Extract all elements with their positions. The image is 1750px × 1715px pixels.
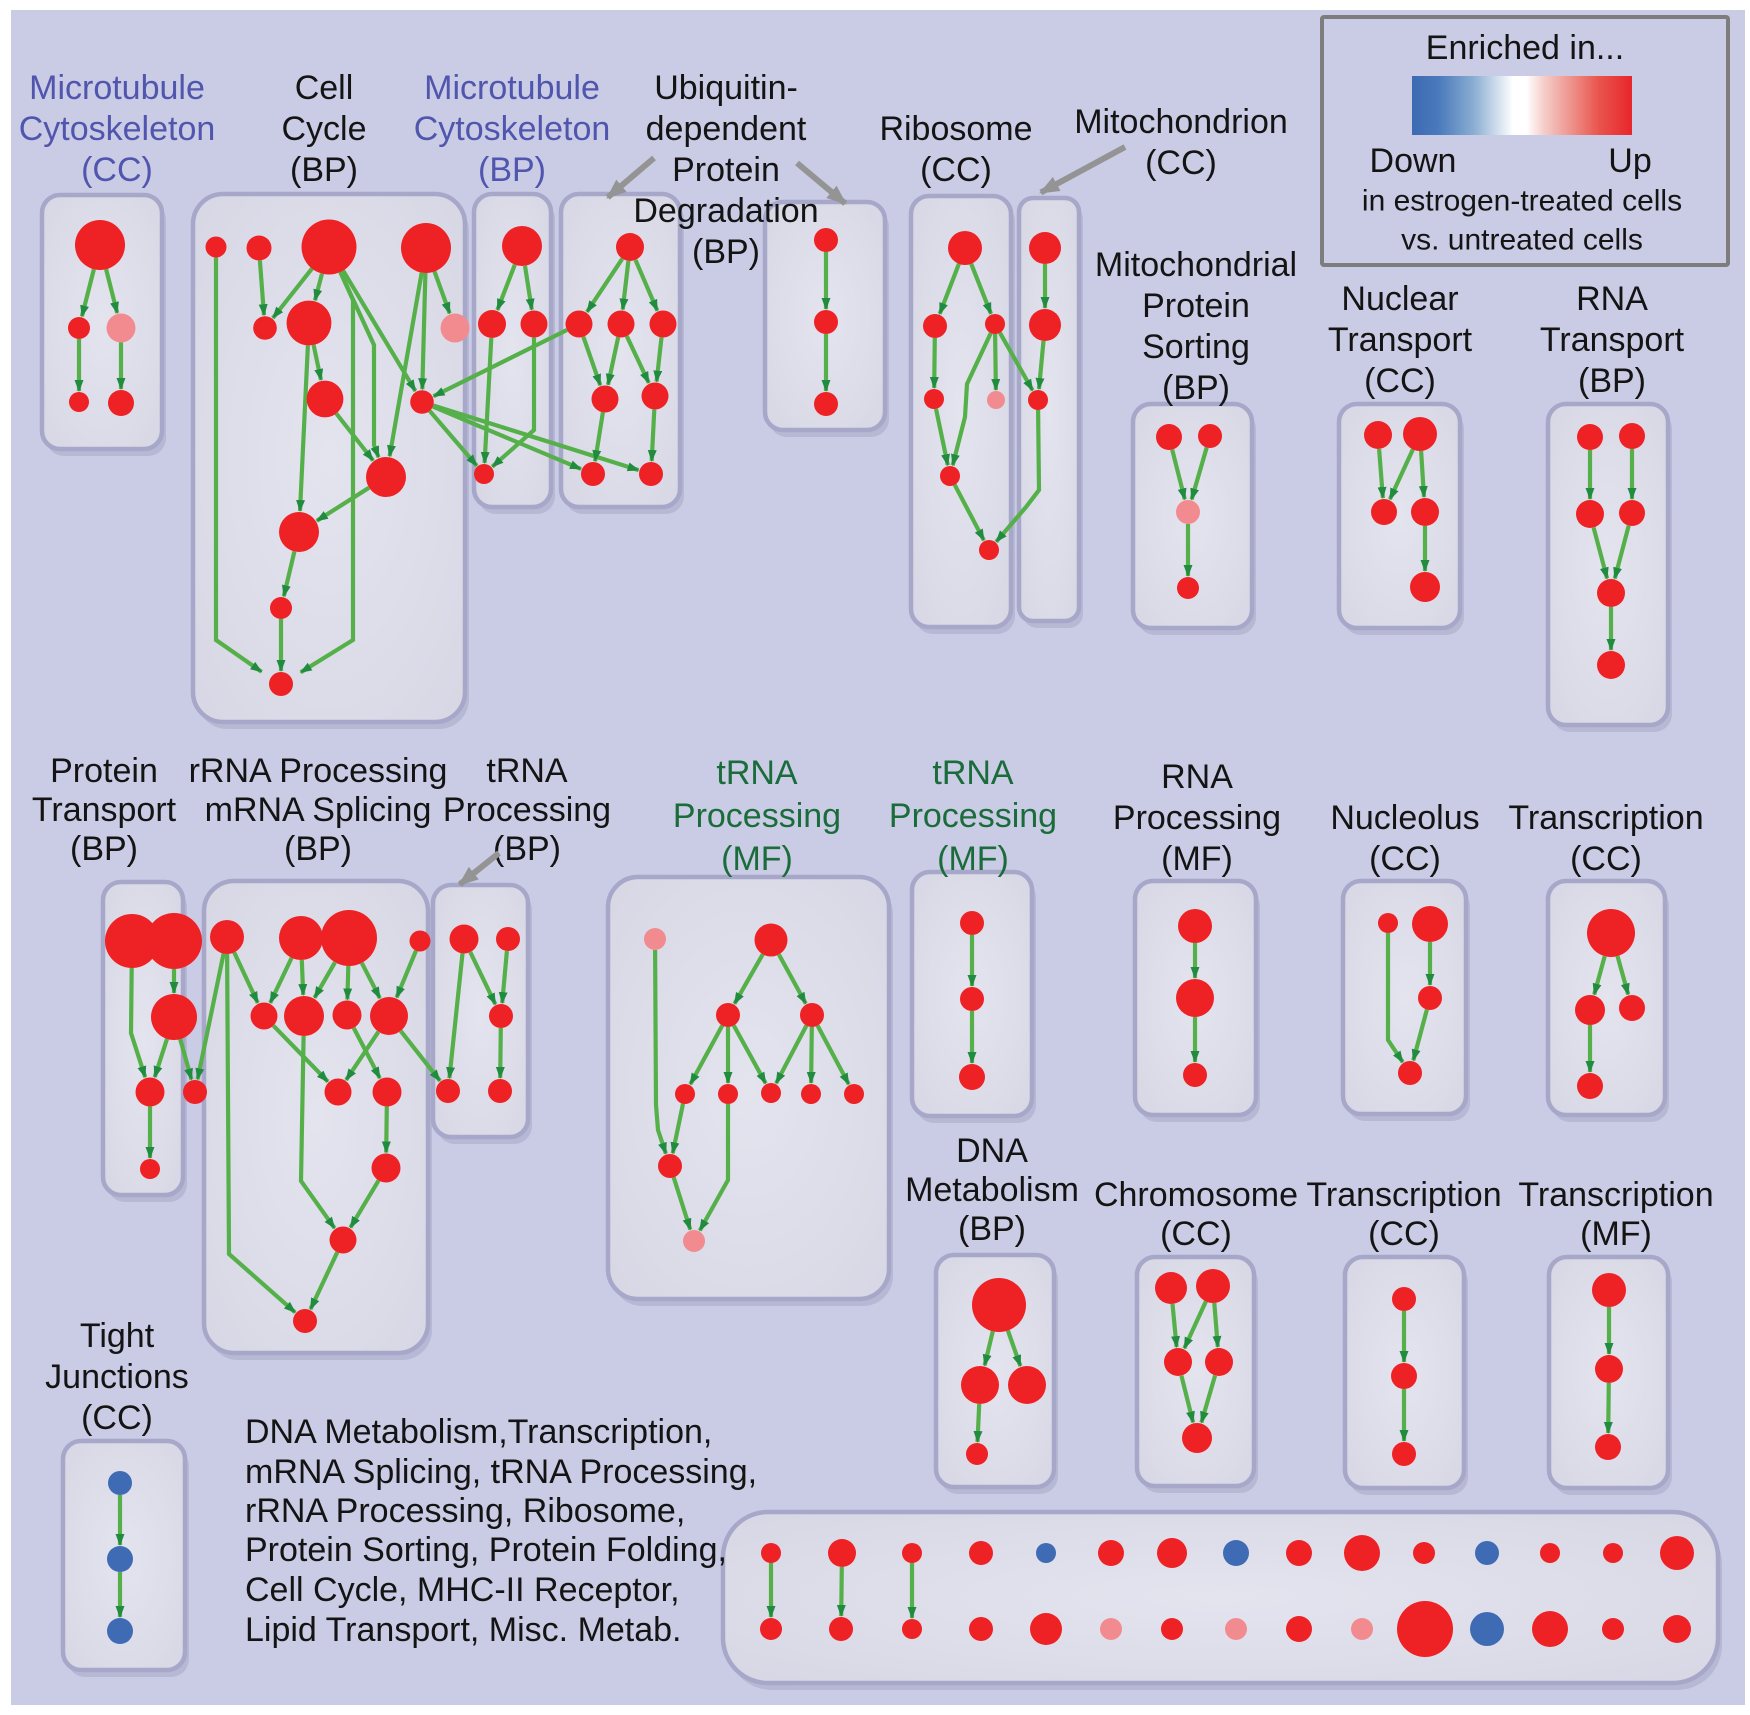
svg-text:Nuclear: Nuclear — [1341, 280, 1458, 318]
svg-text:Microtubule: Microtubule — [424, 69, 600, 107]
svg-text:Cycle: Cycle — [281, 110, 366, 148]
svg-text:Ribosome: Ribosome — [879, 110, 1032, 148]
svg-text:(MF): (MF) — [937, 840, 1009, 878]
svg-text:Processing: Processing — [673, 797, 841, 835]
svg-text:vs. untreated cells: vs. untreated cells — [1401, 224, 1643, 257]
svg-text:Cell Cycle, MHC-II Receptor,: Cell Cycle, MHC-II Receptor, — [245, 1571, 680, 1609]
svg-text:Protein: Protein — [50, 752, 158, 790]
svg-text:(CC): (CC) — [1368, 1215, 1440, 1253]
svg-text:Transport: Transport — [1540, 321, 1685, 359]
svg-text:(BP): (BP) — [958, 1210, 1026, 1248]
svg-text:Degradation: Degradation — [633, 192, 818, 230]
svg-text:Protein: Protein — [1142, 287, 1250, 325]
svg-text:(CC): (CC) — [1364, 362, 1436, 400]
svg-text:Processing: Processing — [889, 797, 1057, 835]
svg-text:(CC): (CC) — [81, 151, 153, 189]
svg-text:Cell: Cell — [295, 69, 354, 107]
svg-text:Cytoskeleton: Cytoskeleton — [19, 110, 216, 148]
svg-text:(BP): (BP) — [1578, 362, 1646, 400]
svg-text:DNA Metabolism,Transcription,: DNA Metabolism,Transcription, — [245, 1413, 712, 1451]
svg-text:Nucleolus: Nucleolus — [1330, 799, 1479, 837]
svg-text:Lipid Transport, Misc. Metab.: Lipid Transport, Misc. Metab. — [245, 1611, 682, 1649]
svg-text:Metabolism: Metabolism — [905, 1171, 1079, 1209]
svg-text:tRNA: tRNA — [486, 752, 568, 790]
svg-text:(CC): (CC) — [920, 151, 992, 189]
svg-text:(MF): (MF) — [721, 840, 793, 878]
svg-text:Protein Sorting, Protein Foldi: Protein Sorting, Protein Folding, — [245, 1531, 727, 1569]
svg-text:tRNA: tRNA — [716, 754, 798, 792]
svg-text:dependent: dependent — [646, 110, 807, 148]
svg-text:Chromosome: Chromosome — [1094, 1176, 1298, 1214]
svg-text:RNA: RNA — [1576, 280, 1648, 318]
svg-text:(CC): (CC) — [1570, 840, 1642, 878]
svg-text:(MF): (MF) — [1580, 1215, 1652, 1253]
svg-text:Transport: Transport — [32, 791, 177, 829]
svg-text:Processing: Processing — [1113, 799, 1281, 837]
svg-text:(CC): (CC) — [1369, 840, 1441, 878]
svg-text:(CC): (CC) — [81, 1399, 153, 1437]
svg-text:(MF): (MF) — [1161, 840, 1233, 878]
svg-text:(CC): (CC) — [1145, 144, 1217, 182]
svg-text:(BP): (BP) — [1162, 369, 1230, 407]
svg-text:(BP): (BP) — [290, 151, 358, 189]
svg-text:(BP): (BP) — [478, 151, 546, 189]
svg-text:Protein: Protein — [672, 151, 780, 189]
svg-text:in estrogen-treated cells: in estrogen-treated cells — [1362, 185, 1682, 218]
svg-text:Enriched in...: Enriched in... — [1426, 29, 1624, 67]
svg-text:(BP): (BP) — [692, 233, 760, 271]
svg-text:Processing: Processing — [443, 791, 611, 829]
svg-text:Up: Up — [1608, 142, 1651, 180]
svg-text:(CC): (CC) — [1160, 1215, 1232, 1253]
svg-text:(BP): (BP) — [70, 830, 138, 868]
svg-text:Mitochondrial: Mitochondrial — [1095, 246, 1297, 284]
svg-text:(BP): (BP) — [493, 830, 561, 868]
svg-text:Cytoskeleton: Cytoskeleton — [414, 110, 611, 148]
svg-text:Tight: Tight — [80, 1317, 155, 1355]
svg-text:rRNA Processing: rRNA Processing — [189, 752, 448, 790]
svg-text:Down: Down — [1370, 142, 1457, 180]
svg-text:Mitochondrion: Mitochondrion — [1074, 103, 1288, 141]
svg-text:Junctions: Junctions — [45, 1358, 189, 1396]
svg-text:Transcription: Transcription — [1508, 799, 1703, 837]
svg-text:tRNA: tRNA — [932, 754, 1014, 792]
svg-text:Ubiquitin-: Ubiquitin- — [654, 69, 798, 107]
svg-text:mRNA Splicing, tRNA Processing: mRNA Splicing, tRNA Processing, — [245, 1453, 757, 1491]
svg-text:DNA: DNA — [956, 1132, 1028, 1170]
svg-text:mRNA Splicing: mRNA Splicing — [205, 791, 432, 829]
svg-text:Transcription: Transcription — [1518, 1176, 1713, 1214]
svg-text:RNA: RNA — [1161, 758, 1233, 796]
svg-text:Microtubule: Microtubule — [29, 69, 205, 107]
svg-text:rRNA Processing, Ribosome,: rRNA Processing, Ribosome, — [245, 1492, 685, 1530]
svg-text:(BP): (BP) — [284, 830, 352, 868]
svg-text:Transport: Transport — [1328, 321, 1473, 359]
svg-text:Sorting: Sorting — [1142, 328, 1250, 366]
svg-text:Transcription: Transcription — [1306, 1176, 1501, 1214]
